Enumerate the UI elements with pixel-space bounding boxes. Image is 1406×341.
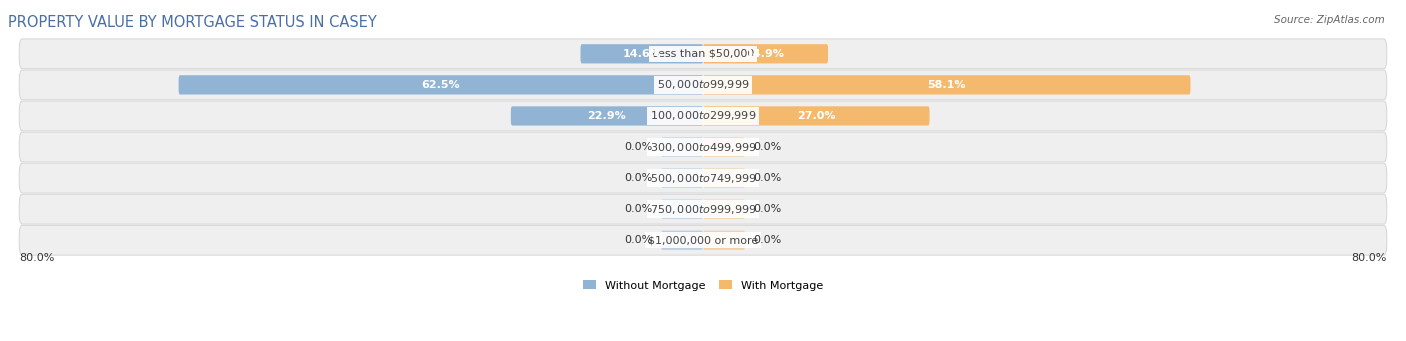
FancyBboxPatch shape [179,75,703,94]
Text: $300,000 to $499,999: $300,000 to $499,999 [650,140,756,153]
Text: 0.0%: 0.0% [624,142,652,152]
FancyBboxPatch shape [20,163,1386,193]
FancyBboxPatch shape [661,168,703,188]
FancyBboxPatch shape [703,75,1191,94]
FancyBboxPatch shape [20,70,1386,100]
Text: 80.0%: 80.0% [1351,253,1386,263]
Text: 0.0%: 0.0% [754,142,782,152]
FancyBboxPatch shape [703,44,828,63]
Text: 14.6%: 14.6% [623,49,661,59]
Text: $100,000 to $299,999: $100,000 to $299,999 [650,109,756,122]
Text: 27.0%: 27.0% [797,111,835,121]
Legend: Without Mortgage, With Mortgage: Without Mortgage, With Mortgage [578,276,828,295]
FancyBboxPatch shape [20,225,1386,255]
FancyBboxPatch shape [510,106,703,125]
Text: $50,000 to $99,999: $50,000 to $99,999 [657,78,749,91]
Text: PROPERTY VALUE BY MORTGAGE STATUS IN CASEY: PROPERTY VALUE BY MORTGAGE STATUS IN CAS… [8,15,377,30]
FancyBboxPatch shape [20,101,1386,131]
Text: 0.0%: 0.0% [624,235,652,245]
FancyBboxPatch shape [661,137,703,157]
Text: $750,000 to $999,999: $750,000 to $999,999 [650,203,756,216]
FancyBboxPatch shape [20,132,1386,162]
FancyBboxPatch shape [20,194,1386,224]
FancyBboxPatch shape [703,168,745,188]
Text: 14.9%: 14.9% [747,49,785,59]
Text: 80.0%: 80.0% [20,253,55,263]
FancyBboxPatch shape [661,231,703,250]
FancyBboxPatch shape [703,199,745,219]
FancyBboxPatch shape [703,231,745,250]
Text: 0.0%: 0.0% [754,173,782,183]
Text: 58.1%: 58.1% [928,80,966,90]
Text: $500,000 to $749,999: $500,000 to $749,999 [650,172,756,184]
Text: Source: ZipAtlas.com: Source: ZipAtlas.com [1274,15,1385,25]
FancyBboxPatch shape [581,44,703,63]
Text: 0.0%: 0.0% [754,204,782,214]
FancyBboxPatch shape [661,199,703,219]
FancyBboxPatch shape [703,106,929,125]
FancyBboxPatch shape [20,39,1386,69]
Text: 0.0%: 0.0% [754,235,782,245]
Text: 62.5%: 62.5% [422,80,460,90]
Text: 22.9%: 22.9% [588,111,626,121]
Text: Less than $50,000: Less than $50,000 [652,49,754,59]
Text: $1,000,000 or more: $1,000,000 or more [648,235,758,245]
FancyBboxPatch shape [703,137,745,157]
Text: 0.0%: 0.0% [624,204,652,214]
Text: 0.0%: 0.0% [624,173,652,183]
